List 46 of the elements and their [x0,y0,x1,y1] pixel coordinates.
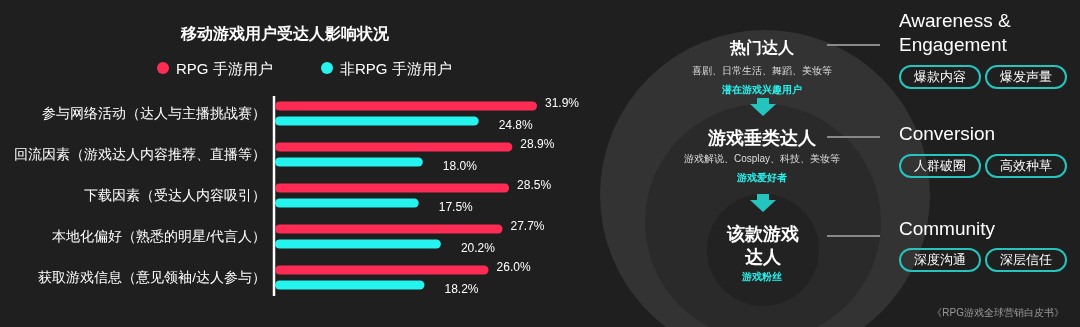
text: 热门达人 [730,38,794,59]
bar [275,183,510,193]
text: 游戏粉丝 [742,270,782,284]
data-label: 27.7% [510,219,545,233]
text: 该款游戏达人 [725,222,800,269]
text: 游戏垂类达人 [708,127,816,151]
bar [275,116,479,126]
text: 深度沟通 [899,248,981,272]
bar [275,198,419,208]
text: 爆款内容 [899,65,981,89]
bar [275,265,489,275]
text: 游戏爱好者 [737,171,787,185]
y-tick-label: 参与网络活动（达人与主播挑战赛） [42,106,266,121]
text: 深层信任 [985,248,1067,272]
bar [275,224,503,234]
text: 爆发声量 [985,65,1067,89]
text: Community [899,217,996,240]
chart-title: 移动游戏用户受达人影响状况 [180,24,390,42]
bar [275,157,423,167]
data-label: 18.0% [442,159,478,173]
text: Conversion [899,122,996,145]
y-tick-label: 获取游戏信息（意见领袖/达人参与） [38,270,266,285]
text: 人群破圈 [899,154,981,178]
text: 游戏解说、Cosplay、科技、美妆等 [683,152,841,166]
data-label: 31.9% [545,96,580,110]
data-label: 28.9% [520,137,555,151]
data-label: 26.0% [496,260,531,274]
data-label: 17.5% [438,200,474,214]
bar [275,280,425,290]
text: 喜剧、日常生活、舞蹈、美妆等 [692,64,832,78]
bar [275,101,537,111]
data-label: 18.2% [444,282,479,296]
text: 潜在游戏兴趣用户 [722,83,802,97]
y-tick-label: 下载因素（受达人内容吸引） [84,188,266,203]
data-label: 28.5% [517,178,552,192]
bar [275,239,441,249]
legend-label: 非RPG 手游用户 [340,59,452,77]
bar [275,142,513,152]
data-label: 20.2% [460,241,496,255]
y-tick-label: 回流因素（游戏达人内容推荐、直播等） [14,147,266,162]
data-label: 24.8% [498,118,534,132]
y-tick-label: 本地化偏好（熟悉的明星/代言人） [52,229,266,244]
text: Awareness & Engagement [899,8,1012,58]
text: 《RPG游戏全球营销白皮书》 [932,306,1064,320]
text: 高效种草 [985,154,1067,178]
legend-label: RPG 手游用户 [176,59,273,77]
